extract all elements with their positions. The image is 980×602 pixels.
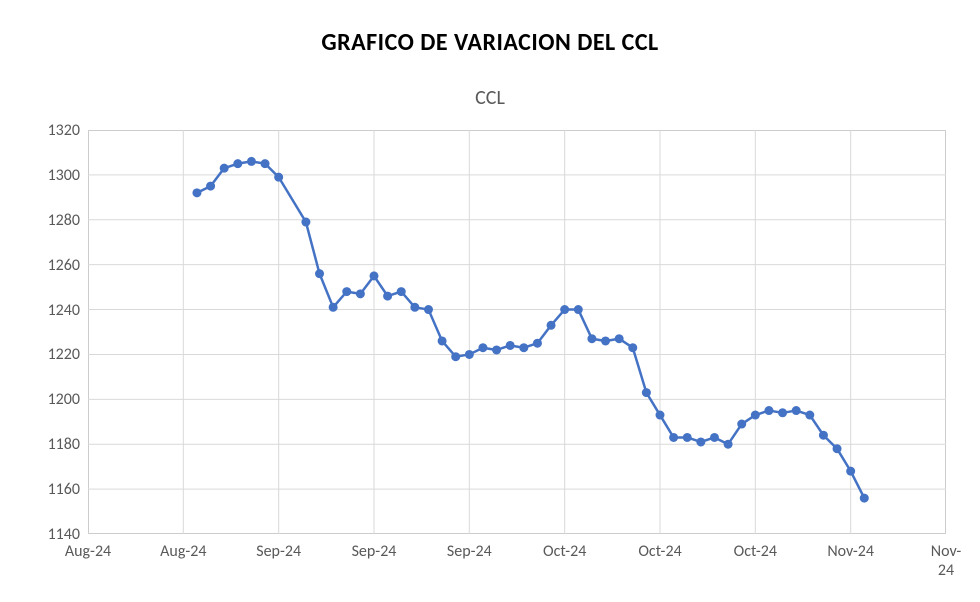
x-tick-label: Oct-24 [638,542,681,561]
series-marker [833,444,842,453]
series-marker [683,433,692,442]
plot-svg [88,130,946,534]
series-marker [356,289,365,298]
series-marker [370,271,379,280]
series-marker [274,173,283,182]
series-marker [547,321,556,330]
x-tick-label: Nov-24 [827,542,874,561]
series-marker [533,339,542,348]
series-marker [206,182,215,191]
series-marker [424,305,433,314]
series-marker [819,431,828,440]
series-marker [656,411,665,420]
x-tick-label: Aug-24 [160,542,206,561]
series-marker [764,406,773,415]
y-tick-label: 1160 [48,480,80,499]
chart-sub-title: CCL [0,86,980,110]
series-marker [860,494,869,503]
y-tick-label: 1240 [48,301,80,320]
x-tick-label: Oct-24 [734,542,777,561]
series-marker [220,164,229,173]
series-marker [342,287,351,296]
chart-container: GRAFICO DE VARIACION DEL CCL CCL 1140116… [0,0,980,602]
x-tick-label: Sep-24 [352,542,397,561]
x-tick-label: Nov-24 [929,542,963,580]
y-tick-label: 1260 [48,256,80,275]
series-marker [506,341,515,350]
x-tick-label: Oct-24 [543,542,586,561]
series-marker [383,292,392,301]
series-marker [438,336,447,345]
series-marker [710,433,719,442]
series-marker [574,305,583,314]
series-marker [560,305,569,314]
y-tick-label: 1200 [48,390,80,409]
series-marker [233,159,242,168]
series-marker [519,343,528,352]
series-marker [778,408,787,417]
series-marker [615,334,624,343]
series-marker [696,437,705,446]
series-marker [261,159,270,168]
series-marker [329,303,338,312]
series-marker [247,157,256,166]
series-marker [492,345,501,354]
series-marker [410,303,419,312]
series-marker [192,188,201,197]
series-marker [669,433,678,442]
series-marker [587,334,596,343]
y-tick-label: 1280 [48,211,80,230]
series-marker [628,343,637,352]
series-line [197,161,864,498]
series-marker [478,343,487,352]
series-marker [846,467,855,476]
x-tick-label: Aug-24 [65,542,111,561]
y-tick-label: 1220 [48,345,80,364]
series-marker [601,336,610,345]
y-tick-label: 1180 [48,435,80,454]
series-marker [751,411,760,420]
series-marker [642,388,651,397]
x-tick-label: Sep-24 [256,542,301,561]
series-marker [451,352,460,361]
chart-main-title: GRAFICO DE VARIACION DEL CCL [0,28,980,57]
series-marker [805,411,814,420]
series-marker [315,269,324,278]
y-tick-label: 1320 [48,121,80,140]
x-tick-label: Sep-24 [447,542,492,561]
series-marker [397,287,406,296]
series-marker [465,350,474,359]
series-marker [724,440,733,449]
series-marker [792,406,801,415]
series-marker [301,218,310,227]
series-marker [737,420,746,429]
y-tick-label: 1300 [48,166,80,185]
